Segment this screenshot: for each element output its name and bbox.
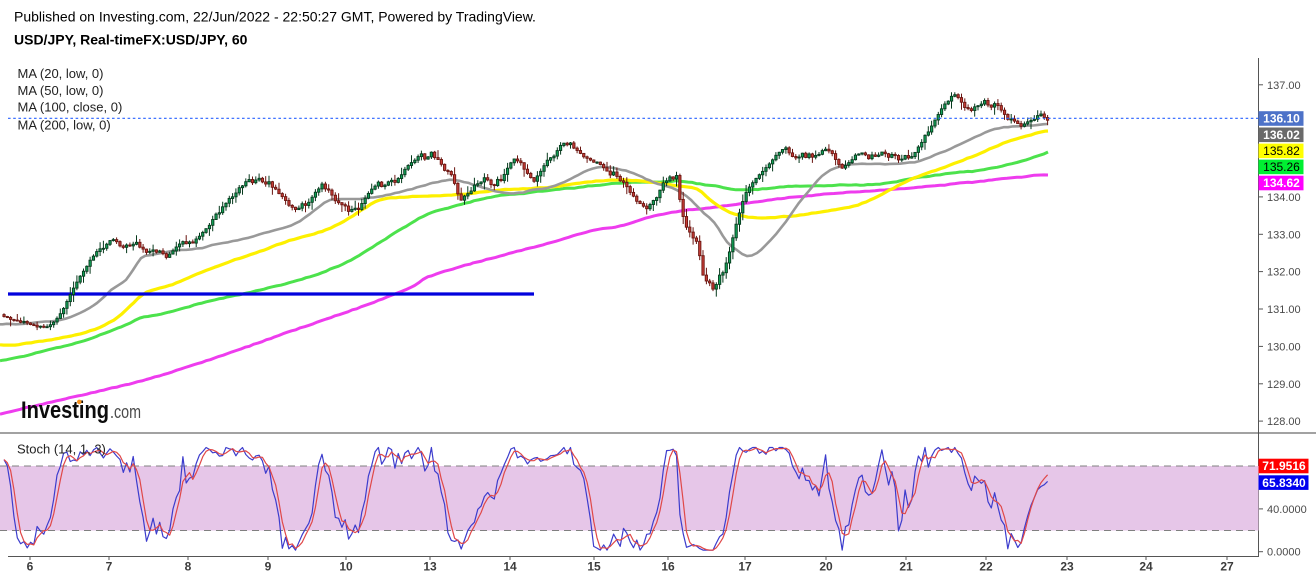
svg-text:130.00: 130.00 — [1267, 341, 1301, 353]
svg-text:6: 6 — [27, 560, 34, 574]
svg-text:MA (20, low, 0): MA (20, low, 0) — [18, 66, 104, 81]
svg-text:23: 23 — [1060, 560, 1074, 574]
svg-text:7: 7 — [106, 560, 113, 574]
svg-text:10: 10 — [339, 560, 353, 574]
svg-text:135.26: 135.26 — [1263, 160, 1300, 174]
svg-text:20: 20 — [819, 560, 833, 574]
svg-text:MA (100, close, 0): MA (100, close, 0) — [18, 100, 123, 115]
svg-text:Published on Investing.com, 22: Published on Investing.com, 22/Jun/2022 … — [14, 9, 536, 25]
svg-text:136.02: 136.02 — [1263, 128, 1300, 142]
svg-text:137.00: 137.00 — [1267, 80, 1301, 92]
svg-text:13: 13 — [423, 560, 437, 574]
svg-text:16: 16 — [661, 560, 675, 574]
svg-text:134.00: 134.00 — [1267, 192, 1301, 204]
svg-text:133.00: 133.00 — [1267, 229, 1301, 241]
svg-text:.com: .com — [110, 402, 141, 422]
svg-text:14: 14 — [503, 560, 517, 574]
svg-text:15: 15 — [587, 560, 601, 574]
svg-text:132.00: 132.00 — [1267, 267, 1301, 279]
svg-text:0.0000: 0.0000 — [1267, 547, 1301, 559]
svg-text:9: 9 — [265, 560, 272, 574]
svg-text:Investing: Investing — [21, 397, 109, 424]
svg-text:27: 27 — [1220, 560, 1234, 574]
svg-text:MA (200, low, 0): MA (200, low, 0) — [18, 118, 111, 133]
svg-text:136.10: 136.10 — [1263, 112, 1300, 126]
svg-text:40.0000: 40.0000 — [1267, 504, 1307, 516]
svg-text:131.00: 131.00 — [1267, 304, 1301, 316]
svg-text:MA (50, low, 0): MA (50, low, 0) — [18, 83, 104, 98]
svg-text:128.00: 128.00 — [1267, 416, 1301, 428]
svg-text:134.62: 134.62 — [1263, 176, 1300, 190]
svg-text:17: 17 — [738, 560, 752, 574]
svg-text:21: 21 — [899, 560, 913, 574]
svg-text:Stoch (14, 1, 3): Stoch (14, 1, 3) — [17, 442, 106, 457]
svg-text:71.9516: 71.9516 — [1262, 459, 1306, 473]
svg-text:129.00: 129.00 — [1267, 379, 1301, 391]
svg-text:22: 22 — [979, 560, 993, 574]
svg-text:8: 8 — [185, 560, 192, 574]
svg-text:USD/JPY, Real-timeFX:USD/JPY,: USD/JPY, Real-timeFX:USD/JPY, 60 — [14, 32, 248, 48]
svg-text:135.82: 135.82 — [1263, 144, 1300, 158]
svg-text:65.8340: 65.8340 — [1262, 476, 1306, 490]
svg-text:24: 24 — [1139, 560, 1153, 574]
